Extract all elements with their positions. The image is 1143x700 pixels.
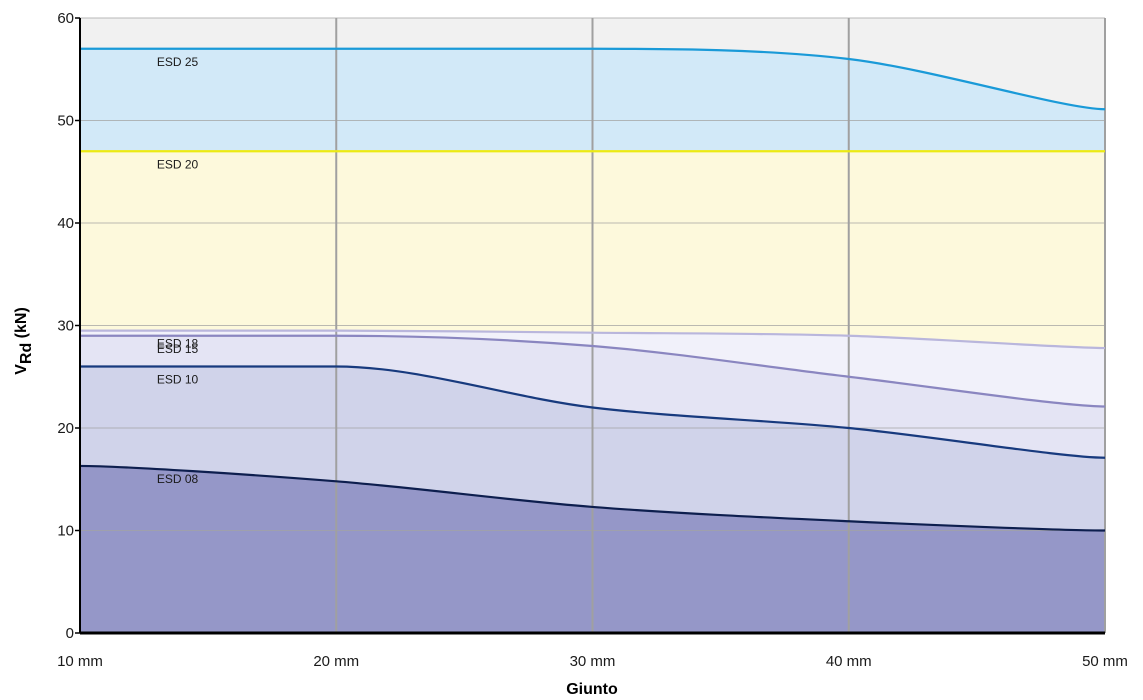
x-tick-label-40: 40 mm	[826, 653, 872, 670]
series-label-esd-20: ESD 20	[157, 157, 199, 171]
series-label-esd-15: ESD 15	[157, 342, 199, 356]
line-esd-18	[80, 329, 1106, 350]
x-tick-label-20: 20 mm	[313, 653, 359, 670]
y-tick-label-50: 50	[57, 113, 74, 130]
series-label-esd-10: ESD 10	[157, 373, 199, 387]
series-label-esd-25: ESD 25	[157, 55, 199, 69]
x-tick-label-30: 30 mm	[570, 653, 616, 670]
y-tick-label-20: 20	[57, 420, 74, 437]
y-axis-title-main: V	[13, 364, 30, 375]
line-esd-10	[79, 365, 1106, 459]
y-axis-title-sub: Rd	[18, 343, 35, 364]
axis-ticks: 0 10 20 30 40 50 60 10 mm 20 mm 30 mm 40 mm 50 mm	[57, 10, 1128, 670]
x-axis-title: Giunto	[566, 681, 618, 698]
y-tick-label-10: 10	[57, 523, 74, 540]
y-tick-label-0: 0	[66, 625, 74, 642]
y-axis-title: VRd (kN)	[13, 307, 35, 375]
y-tick-label-30: 30	[57, 318, 74, 335]
line-esd-08	[79, 464, 1106, 532]
x-tick-label-10: 10 mm	[57, 653, 103, 670]
series-label-esd-18: ESD 18	[157, 337, 199, 351]
series-label-esd-08: ESD 08	[157, 472, 199, 486]
line-esd-15	[80, 334, 1106, 408]
y-tick-label-60: 60	[57, 10, 74, 27]
line-esd-25	[80, 47, 1106, 111]
y-axis-title-rest: (kN)	[13, 307, 30, 343]
y-tick-label-40: 40	[57, 215, 74, 232]
x-tick-label-50: 50 mm	[1082, 653, 1128, 670]
